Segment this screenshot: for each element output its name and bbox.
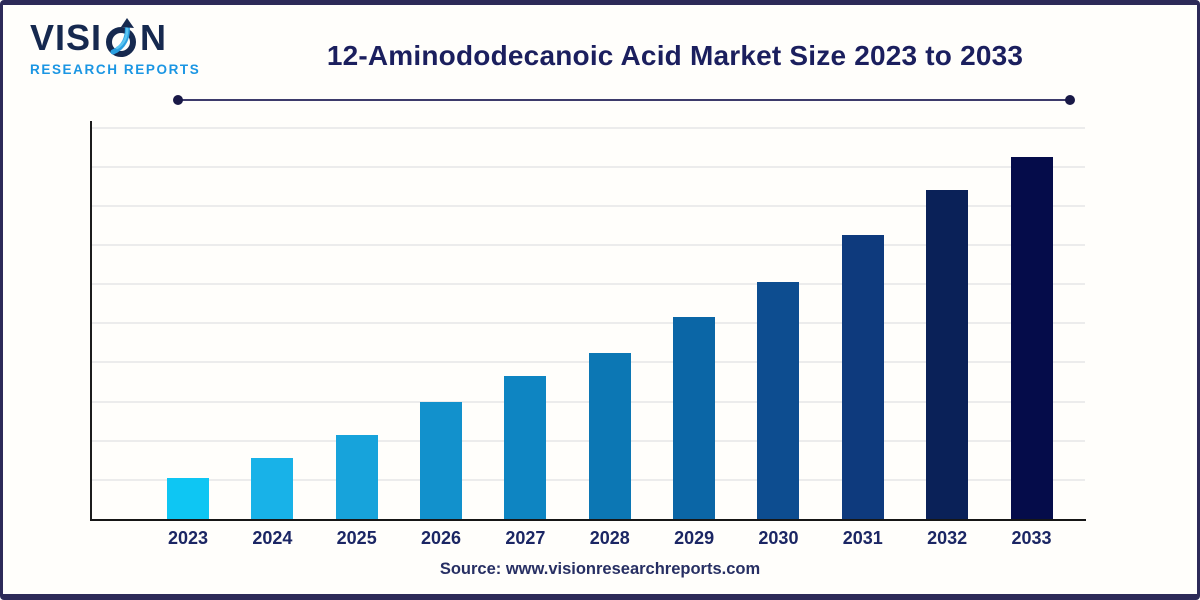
x-axis-label-2032: 2032 (927, 528, 968, 548)
gridline (92, 126, 1085, 129)
gridline (92, 478, 1085, 481)
bar-2023 (167, 477, 209, 519)
x-axis-label-2027: 2027 (505, 528, 546, 548)
vision-research-reports-logo: VISI N RESEARCH REPORTS (30, 18, 240, 77)
bar-2025 (335, 434, 378, 519)
bar-2029 (673, 317, 716, 519)
x-axis-label-2025: 2025 (336, 528, 377, 548)
bar-chart-plot-area (90, 121, 1086, 521)
logo-swirl-o-icon (103, 18, 139, 58)
bar-2033 (1010, 156, 1053, 519)
logo-word-suffix: N (140, 17, 168, 58)
x-axis-label-2023: 2023 (167, 528, 209, 548)
bar-2024 (251, 458, 294, 519)
bar-2032 (926, 190, 969, 519)
bar-2026 (420, 401, 463, 519)
divider-dot-left (173, 95, 183, 105)
x-axis-label-2033: 2033 (1011, 528, 1052, 548)
x-axis-label-2030: 2030 (758, 528, 799, 548)
title-divider-line (173, 95, 1075, 105)
logo-word-prefix: VISI (30, 17, 103, 58)
x-axis-label-2028: 2028 (589, 528, 630, 548)
bar-2027 (504, 376, 547, 519)
x-axis-label-2031: 2031 (842, 528, 883, 548)
x-axis-label-2029: 2029 (674, 528, 715, 548)
x-axis-line (90, 519, 1086, 521)
divider-dot-right (1065, 95, 1075, 105)
logo-subtitle: RESEARCH REPORTS (30, 62, 201, 77)
y-axis-line (90, 121, 92, 519)
bar-2030 (757, 282, 800, 519)
gridline (92, 243, 1085, 246)
bar-2031 (841, 235, 884, 519)
source-attribution: Source: www.visionresearchreports.com (439, 560, 761, 578)
x-axis-label-2026: 2026 (421, 528, 462, 548)
x-axis-label-2024: 2024 (252, 528, 293, 548)
gridline (92, 283, 1085, 286)
chart-title: 12-Aminododecanoic Acid Market Size 2023… (326, 40, 1024, 71)
gridline (92, 165, 1085, 168)
gridline (92, 322, 1085, 325)
gridline (92, 361, 1085, 364)
gridline (92, 439, 1085, 442)
gridline (92, 400, 1085, 403)
gridline (92, 204, 1085, 207)
bar-2028 (588, 352, 631, 519)
